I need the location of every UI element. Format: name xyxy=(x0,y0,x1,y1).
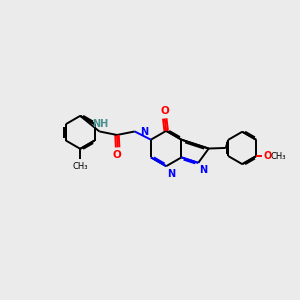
Text: O: O xyxy=(263,151,272,161)
Text: CH₃: CH₃ xyxy=(73,162,88,171)
Text: N: N xyxy=(200,165,208,175)
Text: NH: NH xyxy=(92,118,108,128)
Text: O: O xyxy=(112,150,121,160)
Text: CH₃: CH₃ xyxy=(270,152,286,160)
Text: N: N xyxy=(167,169,175,178)
Text: N: N xyxy=(140,127,148,137)
Text: O: O xyxy=(160,106,169,116)
